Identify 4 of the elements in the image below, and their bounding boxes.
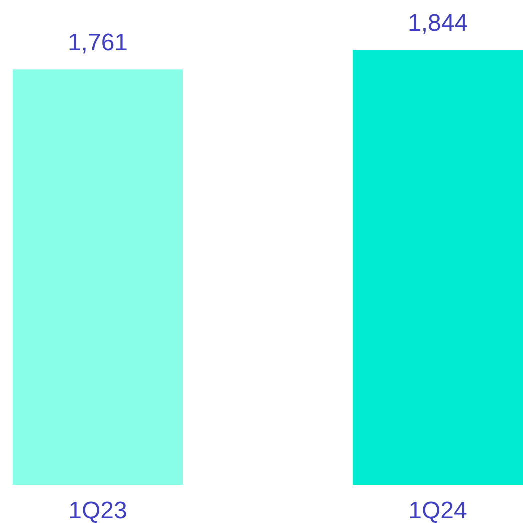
data-label: 1,844 <box>408 10 468 37</box>
data-label: 1,761 <box>68 30 128 57</box>
x-tick-label: 1Q24 <box>408 498 468 523</box>
x-tick-label: 1Q23 <box>68 498 128 523</box>
